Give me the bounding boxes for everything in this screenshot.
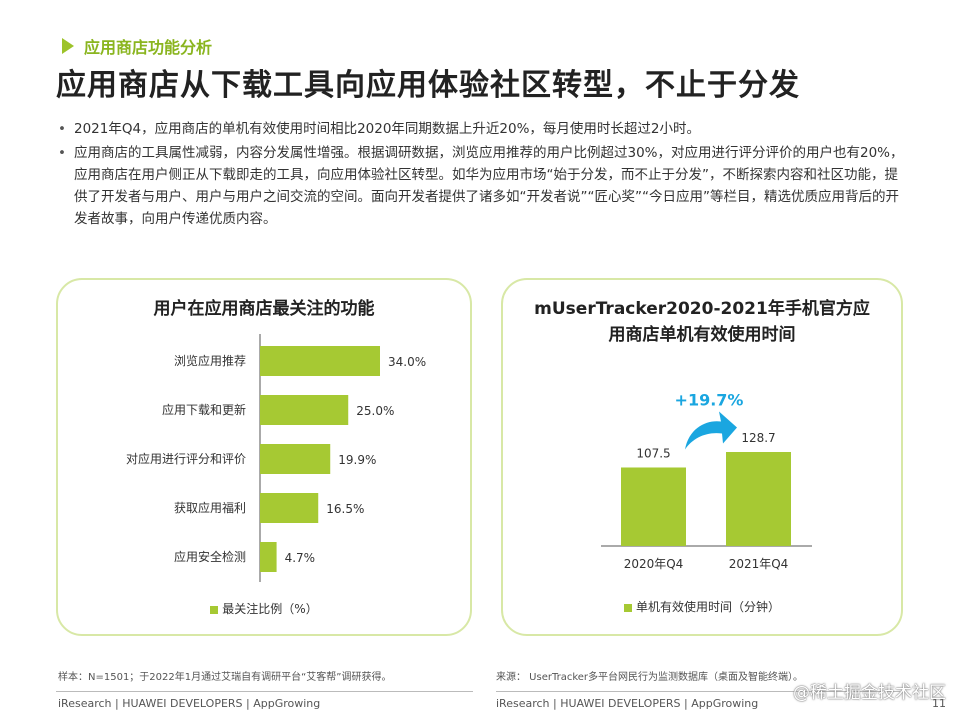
features-bar-chart: 浏览应用推荐 34.0% 应用下载和更新 25.0% 对应用进行评分和评价 19.9% 获取… <box>126 334 426 582</box>
usage-time-bar-chart: 107.5 2020年Q4 128.7 2021年Q4 +19.7% <box>601 390 812 571</box>
usage-time-chart-card: mUserTracker2020-2021年手机官方应 用商店单机有效使用时间 … <box>501 278 903 636</box>
data-label: 34.0% <box>388 355 426 369</box>
page-number: 11 <box>932 697 946 710</box>
features-chart-legend: 最关注比例（%） <box>58 600 470 617</box>
data-label: 107.5 <box>636 446 670 460</box>
category-label: 对应用进行评分和评价 <box>126 451 246 466</box>
bullet-list: 2021年Q4，应用商店的单机有效使用时间相比2020年同期数据上升近20%，每… <box>56 118 906 232</box>
bar <box>260 395 349 425</box>
growth-arrow-icon <box>685 411 737 450</box>
category-label: 应用安全检测 <box>174 549 246 564</box>
data-label: 128.7 <box>741 431 775 445</box>
usage-chart-legend: 单机有效使用时间（分钟） <box>503 598 901 615</box>
bullet-item: 2021年Q4，应用商店的单机有效使用时间相比2020年同期数据上升近20%，每… <box>56 118 906 140</box>
sample-footnote: 样本：N=1501；于2022年1月通过艾瑞自有调研平台“艾客帮”调研获得。 <box>58 672 392 683</box>
section-label-text: 应用商店功能分析 <box>84 38 213 57</box>
footer-right: iResearch | HUAWEI DEVELOPERS | AppGrowi… <box>496 697 759 710</box>
data-label: 25.0% <box>356 404 394 418</box>
legend-label: 最关注比例（%） <box>222 602 318 616</box>
features-chart-card: 用户在应用商店最关注的功能 浏览应用推荐 34.0% 应用下载和更新 25.0% 对应用… <box>56 278 472 636</box>
category-label: 获取应用福利 <box>174 500 246 515</box>
category-label: 2021年Q4 <box>729 557 789 571</box>
features-chart-title: 用户在应用商店最关注的功能 <box>153 299 375 319</box>
bar <box>260 444 331 474</box>
play-triangle-icon <box>62 38 74 54</box>
category-label: 浏览应用推荐 <box>174 353 246 368</box>
watermark: @稀土掘金技术社区 <box>793 683 946 703</box>
footer-divider <box>56 691 473 692</box>
bar <box>726 452 791 546</box>
section-label: 应用商店功能分析 <box>62 34 212 58</box>
usage-chart-title-line: 用商店单机有效使用时间 <box>608 325 796 345</box>
bar <box>260 542 277 572</box>
legend-swatch <box>210 605 219 614</box>
category-label: 应用下载和更新 <box>162 402 246 417</box>
data-label: 16.5% <box>326 502 364 516</box>
data-label: 19.9% <box>338 453 376 467</box>
growth-annotation: +19.7% <box>675 390 744 409</box>
bullet-item: 应用商店的工具属性减弱，内容分发属性增强。根据调研数据，浏览应用推荐的用户比例超… <box>56 142 906 230</box>
category-label: 2020年Q4 <box>624 557 684 571</box>
data-label: 4.7% <box>285 551 316 565</box>
bar <box>260 493 319 523</box>
footer-left: iResearch | HUAWEI DEVELOPERS | AppGrowi… <box>58 697 321 710</box>
bar <box>621 467 686 546</box>
legend-swatch <box>623 603 632 612</box>
source-footnote: 来源： UserTracker多平台网民行为监测数据库（桌面及智能终端）。 <box>496 672 804 683</box>
usage-chart-title: mUserTracker2020-2021年手机官方应 用商店单机有效使用时间 <box>503 296 901 348</box>
usage-chart-title-line: mUserTracker2020-2021年手机官方应 <box>534 299 870 319</box>
footer-divider <box>496 691 900 692</box>
legend-label: 单机有效使用时间（分钟） <box>635 600 780 614</box>
bar <box>260 346 380 376</box>
page-title: 应用商店从下载工具向应用体验社区转型，不止于分发 <box>56 68 800 103</box>
